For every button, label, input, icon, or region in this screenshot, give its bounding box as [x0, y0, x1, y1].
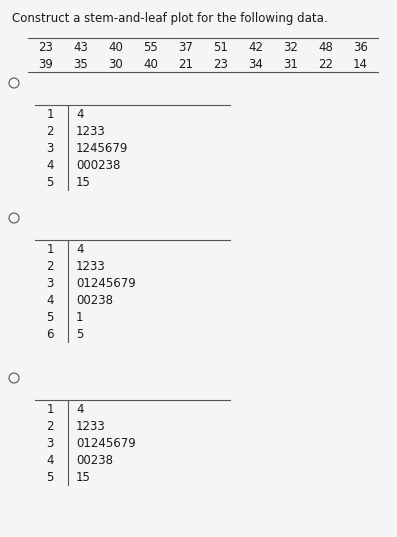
Text: 1: 1: [76, 311, 83, 324]
Text: 39: 39: [38, 58, 53, 71]
Text: 1: 1: [46, 403, 54, 416]
Text: 51: 51: [213, 41, 228, 54]
Text: 43: 43: [73, 41, 88, 54]
Text: 4: 4: [76, 403, 83, 416]
Text: 55: 55: [143, 41, 158, 54]
Text: 00238: 00238: [76, 294, 113, 307]
Text: 14: 14: [353, 58, 368, 71]
Text: 3: 3: [46, 277, 54, 290]
Text: 4: 4: [76, 243, 83, 256]
Text: 3: 3: [46, 142, 54, 155]
Text: 42: 42: [248, 41, 263, 54]
Text: 1245679: 1245679: [76, 142, 128, 155]
Text: 30: 30: [108, 58, 123, 71]
Text: 3: 3: [46, 437, 54, 450]
Text: 31: 31: [283, 58, 298, 71]
Text: 37: 37: [178, 41, 193, 54]
Text: 2: 2: [46, 420, 54, 433]
Text: 2: 2: [46, 125, 54, 138]
Text: 15: 15: [76, 471, 91, 484]
Text: Construct a stem-and-leaf plot for the following data.: Construct a stem-and-leaf plot for the f…: [12, 12, 328, 25]
Text: 4: 4: [46, 159, 54, 172]
Text: 35: 35: [73, 58, 88, 71]
Text: 4: 4: [46, 454, 54, 467]
Text: 32: 32: [283, 41, 298, 54]
Text: 1233: 1233: [76, 125, 106, 138]
Text: 40: 40: [108, 41, 123, 54]
Text: 36: 36: [353, 41, 368, 54]
Text: 34: 34: [248, 58, 263, 71]
Text: 22: 22: [318, 58, 333, 71]
Text: 5: 5: [76, 328, 83, 341]
Text: 1233: 1233: [76, 260, 106, 273]
Text: 23: 23: [38, 41, 53, 54]
Text: 4: 4: [46, 294, 54, 307]
Text: 00238: 00238: [76, 454, 113, 467]
Text: 2: 2: [46, 260, 54, 273]
Text: 48: 48: [318, 41, 333, 54]
Text: 6: 6: [46, 328, 54, 341]
Text: 4: 4: [76, 108, 83, 121]
Text: 01245679: 01245679: [76, 277, 136, 290]
Text: 15: 15: [76, 176, 91, 189]
Text: 5: 5: [46, 176, 54, 189]
Text: 01245679: 01245679: [76, 437, 136, 450]
Text: 1: 1: [46, 108, 54, 121]
Text: 5: 5: [46, 471, 54, 484]
Text: 5: 5: [46, 311, 54, 324]
Text: 1233: 1233: [76, 420, 106, 433]
Text: 1: 1: [46, 243, 54, 256]
Text: 000238: 000238: [76, 159, 120, 172]
Text: 21: 21: [178, 58, 193, 71]
Text: 40: 40: [143, 58, 158, 71]
Text: 23: 23: [213, 58, 228, 71]
